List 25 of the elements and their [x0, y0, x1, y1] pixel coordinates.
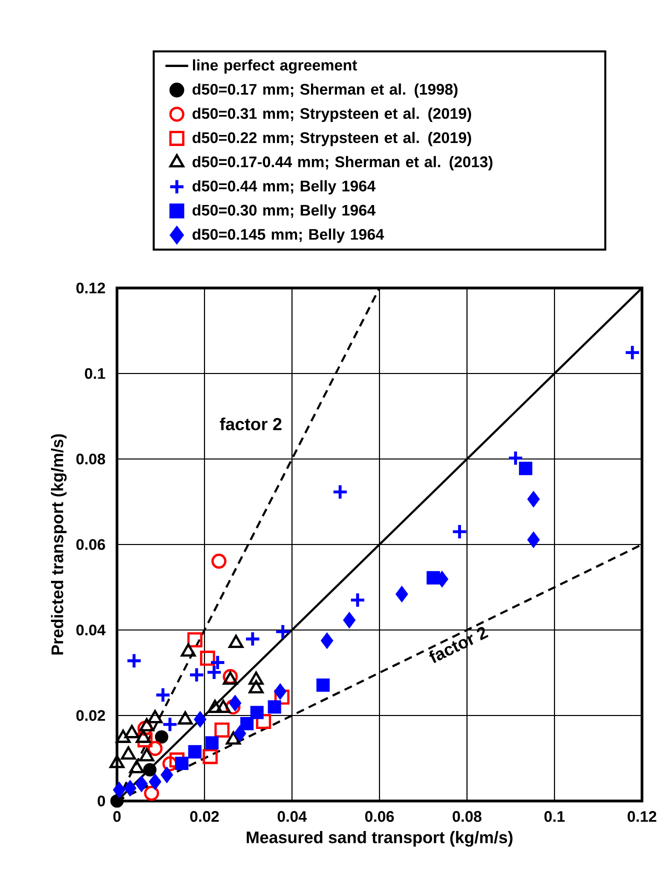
x-tick-label: 0.06 [365, 811, 394, 822]
x-axis-title: Measured sand transport (kg/m/s) [246, 831, 512, 847]
y-tick-label: 0.02 [76, 710, 105, 721]
x-tick-label: 0.04 [278, 811, 307, 822]
legend-label: d50=0.22 mm; Strypsteen et al. (2019) [192, 132, 472, 146]
x-tick-label: 0.12 [628, 811, 656, 822]
legend-label: d50=0.145 mm; Belly 1964 [192, 228, 384, 243]
legend-label: d50=0.30 mm; Belly 1964 [192, 204, 376, 219]
y-tick-label: 0.1 [84, 368, 106, 379]
y-tick-label: 0.06 [76, 539, 106, 550]
x-tick-label: 0.08 [452, 811, 482, 822]
y-tick-label: 0 [98, 796, 105, 806]
legend-label: d50=0.31 mm; Strypsteen et al. (2019) [192, 108, 472, 122]
annotation: factor 2 [220, 418, 282, 430]
x-tick-label: 0 [113, 811, 121, 822]
y-tick-label: 0.12 [76, 282, 105, 294]
y-tick-label: 0.08 [76, 454, 106, 464]
legend-label: d50=0.44 mm; Belly 1964 [192, 180, 376, 194]
legend-label: d50=0.17 mm; Sherman et al. (1998) [192, 84, 458, 98]
legend-label: line perfect agreement [193, 59, 358, 74]
x-tick-label: 0.02 [190, 811, 219, 822]
legend-label: d50=0.17-0.44 mm; Sherman et al. (2013) [192, 156, 492, 170]
y-axis-title: Predicted transport (kg/m/s) [51, 434, 67, 655]
x-tick-label: 0.1 [544, 811, 565, 822]
y-tick-label: 0.04 [76, 624, 106, 636]
